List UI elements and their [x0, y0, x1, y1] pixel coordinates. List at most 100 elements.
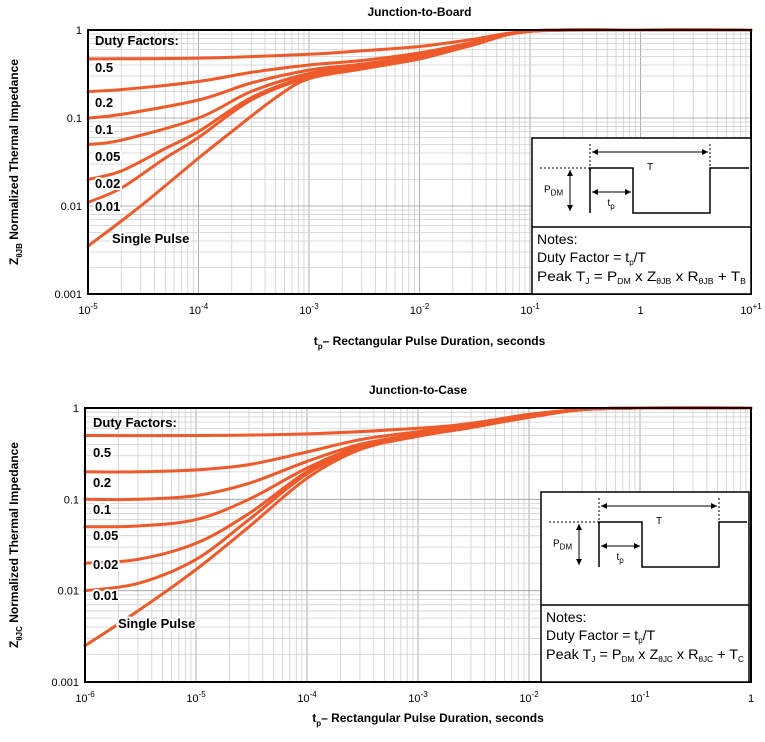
notes-line1-post: /T [643, 627, 656, 643]
x-tick-base: 10 [299, 305, 311, 317]
y-axis-label-rest: Normalized Thermal Impedance [7, 59, 21, 243]
notes-line2-mid4: + T [714, 268, 741, 284]
notes-line2-sub5: B [740, 277, 746, 286]
notes-duty-factor: Duty Factor = tp/T [537, 249, 647, 267]
x-tick-base: 1 [748, 693, 754, 705]
series-label: 0.05 [93, 528, 118, 543]
series-label: 0.02 [95, 176, 120, 191]
notes-line2-mid1: = P [590, 268, 618, 284]
notes-line1-sub: p [629, 258, 634, 267]
notes-peak-temp: Peak TJ = PDM x ZθJC x RθJC + TC [546, 646, 744, 664]
series-label: 0.5 [95, 60, 113, 75]
series-label: 0.2 [93, 475, 111, 490]
x-axis-label-main: t [314, 334, 318, 348]
y-axis-label: ZθJC Normalized Thermal Impedance [7, 442, 24, 648]
plot-frame [84, 407, 752, 683]
notes-header: Notes: [546, 609, 586, 625]
x-tick-exponent: +1 [753, 302, 763, 311]
x-tick-exponent: -4 [201, 302, 209, 311]
notes-line2-pre: Peak T [546, 646, 592, 662]
y-tick-label: 0.001 [51, 677, 79, 689]
tp-arrowhead-right [634, 543, 640, 549]
power-label-sub: DM [551, 189, 564, 198]
period-arrowhead-right [702, 149, 708, 155]
notes-header: Notes: [537, 231, 577, 247]
x-tick-label: 10-5 [186, 690, 206, 705]
notes-line2-sub4: θJC [698, 655, 713, 664]
notes-line2-sub3: θJC [658, 655, 673, 664]
x-tick-label: 10-1 [630, 690, 650, 705]
notes-line1-pre: Duty Factor = t [537, 249, 629, 265]
x-tick-exponent: -3 [312, 302, 320, 311]
power-label-sub: DM [560, 543, 573, 552]
y-axis-label-sub: θJC [15, 626, 24, 641]
x-tick-label: 10-4 [297, 690, 317, 705]
chart-title: Junction-to-Case [369, 383, 467, 397]
tp-label-main: t [608, 198, 611, 209]
notes-line2-mid1: = P [595, 646, 621, 662]
x-tick-label: 10-4 [189, 302, 209, 317]
x-tick-label: 10-1 [520, 302, 540, 317]
x-axis-label-sub: p [318, 342, 323, 351]
y-axis-label-rest: Normalized Thermal Impedance [7, 442, 21, 626]
period-label: T [647, 162, 653, 173]
notes-line2-sub1: J [585, 277, 589, 286]
tp-arrowhead-right [625, 189, 631, 195]
x-tick-exponent: -1 [533, 302, 541, 311]
notes-line2-pre: Peak T [537, 268, 586, 284]
x-tick-exponent: -2 [422, 302, 430, 311]
x-axis-label-rest: – Rectangular Pulse Duration, seconds [321, 711, 544, 725]
x-tick-base: 10 [410, 305, 422, 317]
y-tick-label: 0.1 [64, 494, 79, 506]
notes-line2-mid3: x R [671, 268, 698, 284]
notes-line2-mid3: x R [673, 646, 699, 662]
notes-frame [540, 491, 750, 683]
notes-duty-factor: Duty Factor = tp/T [546, 627, 656, 645]
notes-line2-mid2: x Z [634, 646, 658, 662]
x-tick-exponent: -6 [88, 690, 96, 699]
x-tick-label: 10-5 [78, 302, 98, 317]
notes-line2-sub3: θJB [656, 277, 671, 286]
notes-line2-mid2: x Z [631, 268, 657, 284]
x-tick-exponent: -5 [91, 302, 99, 311]
period-arrowhead-right [711, 503, 717, 509]
notes-line1-pre: Duty Factor = t [546, 627, 638, 643]
x-tick-exponent: -5 [199, 690, 207, 699]
series-label: 0.01 [95, 199, 120, 214]
series-label: Single Pulse [112, 231, 189, 246]
x-tick-base: 10 [519, 693, 531, 705]
series-label: 0.2 [95, 95, 113, 110]
duty-factors-header: Duty Factors: [95, 33, 179, 48]
x-tick-label: 10-2 [519, 690, 539, 705]
period-label: T [656, 516, 662, 527]
x-axis-label-sub: p [316, 719, 321, 728]
notes-line1-sub: p [638, 636, 643, 645]
tp-label-main: t [617, 552, 620, 563]
power-label: PDM [553, 539, 572, 552]
y-tick-label: 1 [73, 403, 79, 415]
x-tick-label: 1 [637, 305, 643, 317]
notes-line1-post: /T [634, 249, 647, 265]
power-label: PDM [544, 185, 563, 198]
x-tick-base: 10 [78, 305, 90, 317]
x-tick-exponent: -4 [310, 690, 318, 699]
y-axis-label-main: Z [7, 258, 21, 265]
series-label: 0.05 [95, 149, 120, 164]
power-arrowhead-top [576, 524, 582, 530]
y-tick-label: 0.001 [54, 289, 82, 301]
y-axis-label: ZθJB Normalized Thermal Impedance [7, 59, 24, 265]
x-tick-base: 10 [740, 305, 752, 317]
tp-label: tp [617, 552, 625, 565]
series-label: 0.02 [93, 557, 118, 572]
chart-title: Junction-to-Board [368, 5, 472, 19]
power-label-main: P [553, 539, 560, 550]
x-tick-base: 10 [630, 693, 642, 705]
x-tick-base: 10 [520, 305, 532, 317]
notes-line2-sub2: DM [621, 655, 634, 664]
notes-line2-sub2: DM [617, 277, 631, 286]
power-arrowhead-top [567, 170, 573, 176]
y-tick-label: 0.01 [58, 586, 79, 598]
duty-factors-header: Duty Factors: [93, 415, 177, 430]
